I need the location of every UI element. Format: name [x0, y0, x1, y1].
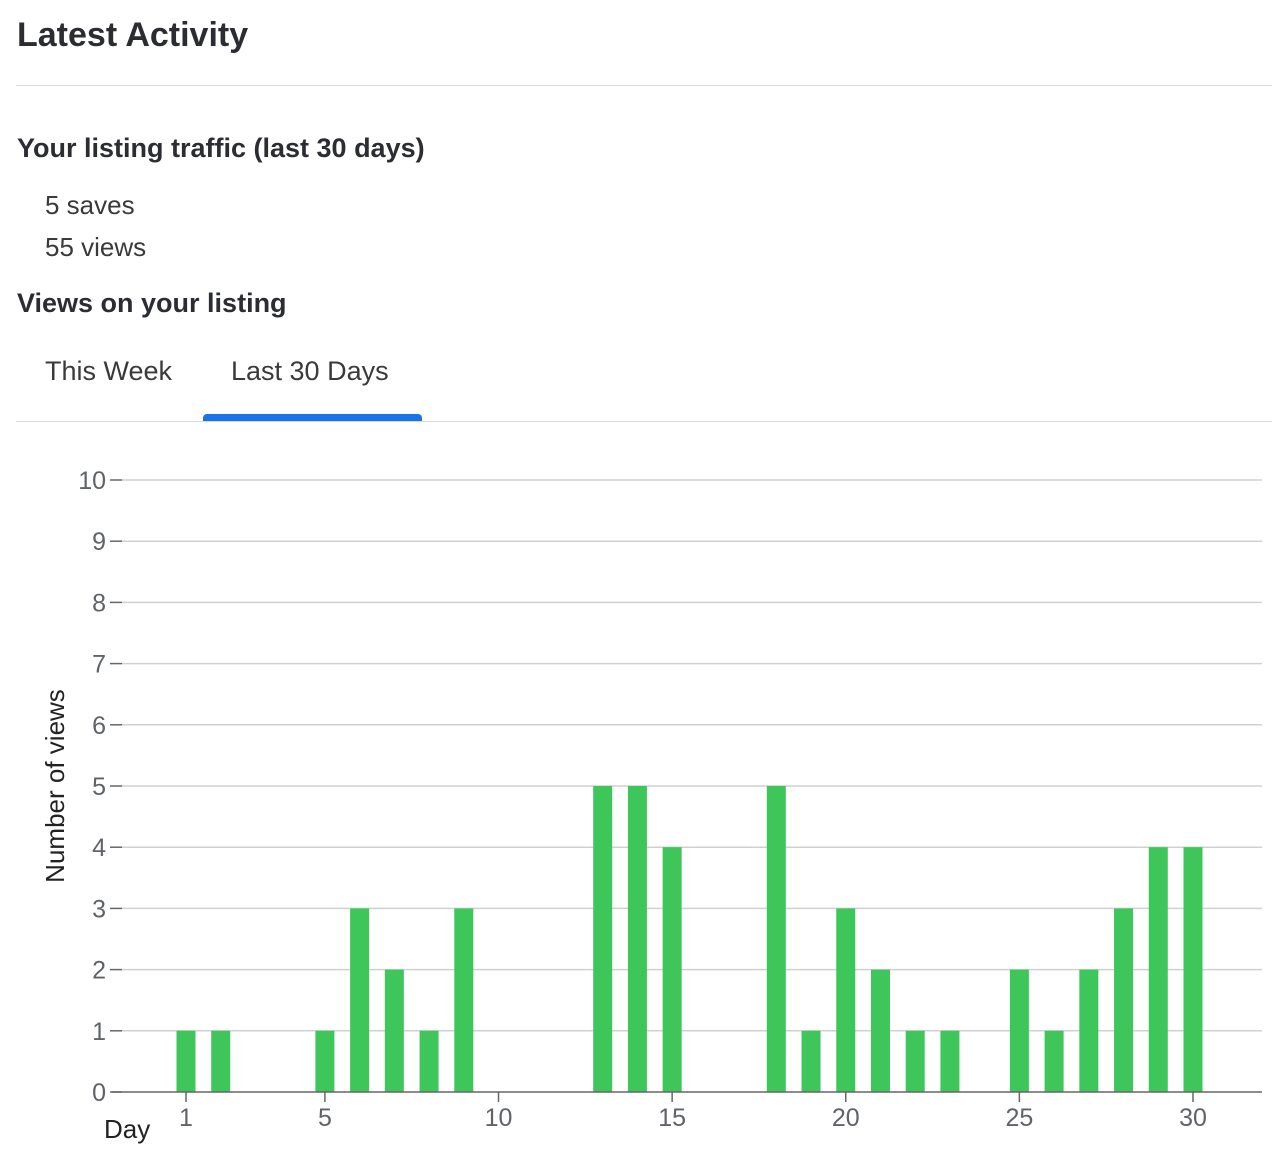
y-axis-label: Number of views [40, 689, 70, 883]
bar-day-27 [1079, 969, 1099, 1092]
y-tick-label: 5 [92, 773, 106, 801]
bar-day-13 [593, 786, 613, 1092]
bar-day-6 [350, 908, 370, 1092]
bar-day-2 [211, 1030, 231, 1092]
x-tick-label: 30 [1179, 1104, 1207, 1132]
bar-day-14 [627, 786, 647, 1092]
y-tick-label: 3 [92, 895, 106, 923]
x-tick-label: 1 [179, 1104, 193, 1132]
bar-day-23 [940, 1030, 960, 1092]
bar-day-26 [1044, 1030, 1064, 1092]
y-tick-label: 9 [92, 528, 106, 556]
bar-day-28 [1114, 908, 1134, 1092]
bar-day-7 [384, 969, 404, 1092]
bar-day-18 [766, 786, 786, 1092]
y-tick-label: 4 [92, 834, 106, 862]
active-tab-indicator [203, 414, 422, 422]
bar-day-30 [1183, 847, 1203, 1092]
bar-day-5 [315, 1030, 335, 1092]
y-tick-label: 1 [92, 1018, 106, 1046]
divider [16, 85, 1272, 86]
x-axis-label: Day [104, 1114, 150, 1144]
y-tick-label: 7 [92, 651, 106, 679]
bar-day-29 [1148, 847, 1168, 1092]
bar-day-19 [801, 1030, 821, 1092]
x-tick-label: 15 [658, 1104, 686, 1132]
x-tick-label: 25 [1005, 1104, 1033, 1132]
x-tick-label: 10 [485, 1104, 513, 1132]
y-tick-label: 0 [92, 1079, 106, 1107]
bar-day-8 [419, 1030, 439, 1092]
bar-day-25 [1009, 969, 1029, 1092]
y-tick-label: 10 [78, 467, 106, 495]
tabs-divider [16, 421, 1272, 422]
bar-day-22 [905, 1030, 925, 1092]
y-tick-label: 2 [92, 957, 106, 985]
traffic-heading: Your listing traffic (last 30 days) [17, 133, 425, 163]
bar-day-1 [176, 1030, 196, 1092]
views-heading: Views on your listing [17, 288, 287, 318]
bar-day-15 [662, 847, 682, 1092]
bar-day-20 [836, 908, 856, 1092]
bar-day-9 [454, 908, 474, 1092]
x-tick-label: 20 [832, 1104, 860, 1132]
tab-this-week[interactable]: This Week [45, 356, 173, 386]
saves-count: 5 saves [45, 190, 135, 220]
y-tick-label: 8 [92, 589, 106, 617]
tab-last-30-days[interactable]: Last 30 Days [231, 356, 389, 386]
bar-day-21 [870, 969, 890, 1092]
page-title: Latest Activity [17, 16, 249, 54]
x-tick-label: 5 [318, 1104, 332, 1132]
views-count: 55 views [45, 232, 147, 262]
y-tick-label: 6 [92, 712, 106, 740]
